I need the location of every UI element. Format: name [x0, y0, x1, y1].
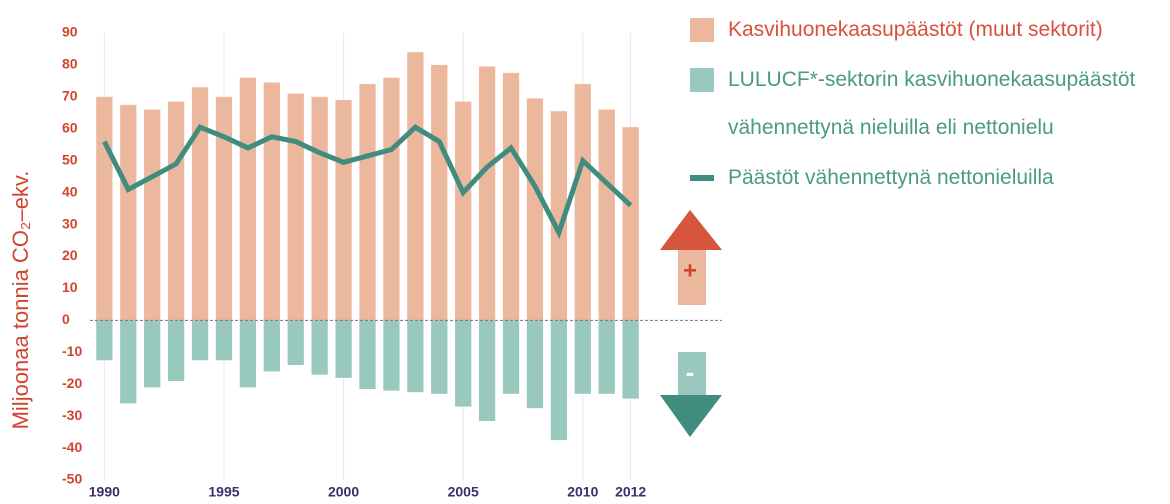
- legend-label: Päästöt vähennettynä nettonieluilla: [728, 166, 1054, 189]
- y-tick-label: -20: [62, 375, 82, 391]
- up-arrow-head: [660, 210, 722, 250]
- y-tick-label: 10: [62, 279, 78, 295]
- bar: [96, 320, 113, 361]
- y-tick-label: -50: [62, 471, 82, 487]
- x-tick-label: 2000: [328, 484, 359, 500]
- y-tick-label: 90: [62, 24, 78, 40]
- legend-swatch: [690, 175, 714, 181]
- down-arrow-head: [660, 395, 722, 437]
- bar: [526, 320, 544, 409]
- bar: [359, 84, 376, 321]
- bar: [407, 52, 424, 321]
- bar: [407, 320, 424, 393]
- legend-swatch: [690, 18, 714, 42]
- y-tick-label: 60: [62, 119, 78, 135]
- bar: [96, 96, 113, 321]
- bar: [120, 104, 137, 321]
- x-tick-label: 1995: [208, 484, 239, 500]
- bar: [622, 127, 639, 321]
- legend-swatch: [690, 68, 714, 92]
- down-arrow: [678, 352, 706, 397]
- y-tick-label: 30: [62, 215, 78, 231]
- bar: [550, 111, 568, 321]
- legend-item: Päästöt vähennettynä nettonieluilla: [690, 154, 1160, 202]
- bar: [502, 72, 520, 321]
- bar: [287, 320, 304, 366]
- bar: [455, 101, 472, 321]
- plot: -50 -40 -30 -20 -10 0 10 20 30 40 50 60 70 80 90 1990 19…: [62, 24, 722, 500]
- y-tick-label: -30: [62, 407, 82, 423]
- bar: [239, 77, 257, 321]
- bar: [311, 96, 328, 321]
- bar: [383, 77, 400, 321]
- plus-annotation: +: [683, 257, 697, 284]
- x-tick-label: 2010: [567, 484, 598, 500]
- bar: [431, 64, 448, 321]
- bars: [96, 52, 639, 441]
- legend-item: Kasvihuonekaasupäästöt (muut sektorit): [690, 6, 1160, 54]
- overlay: -50 -40 -30 -20 -10 0 10 20 30 40 50 60 70 80 90 1990 19…: [62, 24, 722, 500]
- x-tick-label: 2005: [448, 484, 479, 500]
- legend-item: LULUCF*-sektorin kasvihuonekaasupäästöt …: [690, 56, 1160, 152]
- bar: [478, 66, 496, 321]
- bar: [311, 320, 328, 375]
- bar: [359, 320, 376, 390]
- bar: [191, 320, 209, 361]
- bar: [574, 320, 591, 394]
- line: [102, 124, 633, 239]
- bar: [526, 98, 544, 321]
- y-tick-label: 70: [62, 88, 78, 104]
- minus-annotation: -: [686, 357, 695, 387]
- y-tick-label: 50: [62, 151, 78, 167]
- y-tick-label: 80: [62, 56, 78, 72]
- bar: [598, 320, 615, 394]
- bar: [598, 109, 615, 321]
- bar: [144, 109, 161, 321]
- y-tick-label: 20: [62, 247, 78, 263]
- legend-label: Kasvihuonekaasupäästöt (muut sektorit): [728, 18, 1103, 41]
- bar: [191, 87, 209, 321]
- bar: [263, 320, 280, 372]
- bar: [215, 96, 233, 321]
- bar: [622, 320, 639, 399]
- y-tick-label: 0: [62, 311, 70, 327]
- y-tick-label: 40: [62, 183, 78, 199]
- bar: [574, 84, 591, 321]
- x-tick-label: 1990: [89, 484, 120, 500]
- bar: [550, 320, 568, 441]
- bar: [478, 320, 496, 421]
- bar: [502, 320, 520, 394]
- bar: [431, 320, 448, 394]
- bar: [383, 320, 400, 391]
- legend-label: LULUCF*-sektorin kasvihuonekaasupäästöt …: [728, 68, 1136, 139]
- bar: [215, 320, 233, 361]
- bar: [335, 320, 352, 378]
- bar: [167, 101, 185, 321]
- bar: [167, 320, 185, 382]
- y-axis-label: Miljoonaa tonnia CO₂–ekv.: [8, 171, 33, 430]
- x-tick-label: 2012: [615, 484, 646, 500]
- bar: [287, 93, 304, 321]
- bar: [263, 82, 280, 321]
- bar: [144, 320, 161, 388]
- bar: [239, 320, 257, 388]
- bar: [455, 320, 472, 407]
- bar: [120, 320, 137, 404]
- legend: Kasvihuonekaasupäästöt (muut sektorit) LU…: [690, 6, 1160, 204]
- y-tick-label: -10: [62, 343, 82, 359]
- bar: [335, 100, 352, 321]
- y-tick-label: -40: [62, 439, 82, 455]
